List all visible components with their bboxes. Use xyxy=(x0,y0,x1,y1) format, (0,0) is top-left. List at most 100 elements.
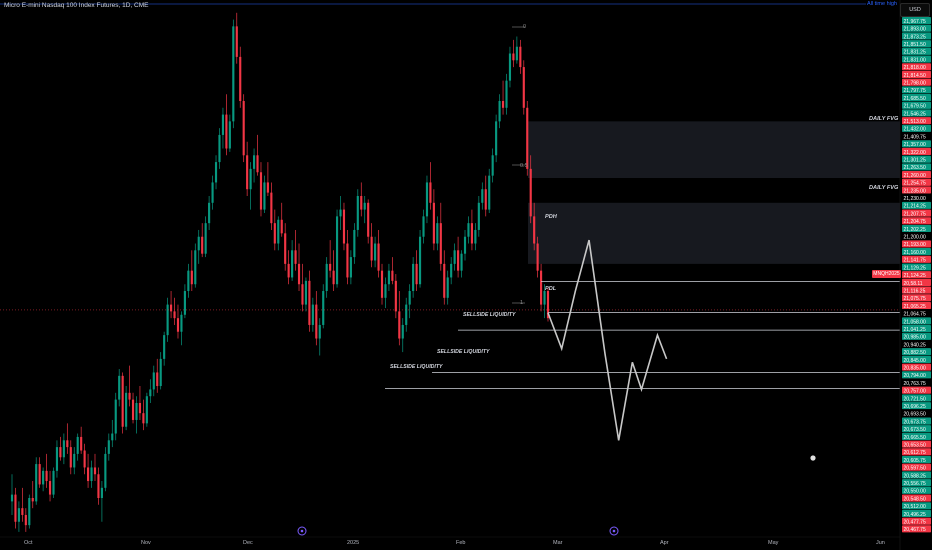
price-tick-label: 20,673.50 xyxy=(902,425,931,433)
fib-level-0: 0 xyxy=(523,24,526,30)
symbol-price-tag: MNQH2025 xyxy=(872,270,901,278)
currency-button[interactable]: USD xyxy=(900,3,930,17)
candle xyxy=(28,494,31,529)
candle xyxy=(187,263,190,298)
svg-text:21,818.00: 21,818.00 xyxy=(904,65,926,71)
projection-path[interactable] xyxy=(547,239,668,441)
price-tick-label: 20,673.75 xyxy=(902,417,931,425)
svg-text:21,357.00: 21,357.00 xyxy=(904,142,926,148)
price-tick-label: 21,200.00 xyxy=(902,232,931,241)
event-marker-icon[interactable] xyxy=(297,526,307,536)
svg-text:20,845.00: 20,845.00 xyxy=(904,358,926,364)
price-tick-label: 21,513.00 xyxy=(902,117,931,125)
svg-text:21,967.75: 21,967.75 xyxy=(904,19,926,25)
svg-text:21,207.75: 21,207.75 xyxy=(904,211,926,217)
price-tick-label: 21,204.75 xyxy=(902,217,931,225)
svg-text:20,673.50: 20,673.50 xyxy=(904,427,926,433)
fib-retracement[interactable]: 0 0.5 1 xyxy=(512,24,528,306)
candle xyxy=(142,399,145,431)
price-tick-label: 20,693.50 xyxy=(902,409,931,418)
price-tick-label: 20,548.50 xyxy=(902,494,931,502)
candle xyxy=(415,250,418,292)
pdh-label: PDH xyxy=(545,214,558,220)
candle xyxy=(481,182,484,210)
time-tick-label: Oct xyxy=(24,540,33,546)
candle xyxy=(443,250,446,305)
candle xyxy=(21,487,24,522)
price-tick-label: 20,653.50 xyxy=(902,440,931,448)
candle xyxy=(353,223,356,264)
price-tick-label: 20,605.75 xyxy=(902,455,931,464)
candle xyxy=(484,175,487,217)
candle xyxy=(246,141,249,197)
svg-text:21,685.50: 21,685.50 xyxy=(904,96,926,102)
candle xyxy=(391,257,394,285)
svg-text:20,696.25: 20,696.25 xyxy=(904,404,926,410)
svg-text:21,814.50: 21,814.50 xyxy=(904,73,926,79)
price-tick-label: 21,214.25 xyxy=(902,201,931,210)
cursor-dot xyxy=(810,455,816,461)
candle xyxy=(408,284,411,319)
candle xyxy=(540,263,543,312)
candle xyxy=(204,216,207,258)
candle xyxy=(266,162,269,197)
candle xyxy=(384,277,387,308)
price-tick-label: 20,763.75 xyxy=(902,378,931,387)
fvg-zone-2[interactable] xyxy=(528,202,900,264)
candle xyxy=(418,229,422,288)
candle xyxy=(90,460,93,488)
fvg-zone-1[interactable] xyxy=(528,121,900,179)
candle xyxy=(318,318,321,356)
svg-text:21,124.25: 21,124.25 xyxy=(904,273,926,279)
price-tick-label: 21,254.75 xyxy=(902,178,931,187)
svg-text:21,432.00: 21,432.00 xyxy=(904,127,926,133)
svg-text:21,254.75: 21,254.75 xyxy=(904,181,926,187)
candle xyxy=(107,433,110,461)
candle xyxy=(235,12,238,64)
candle xyxy=(533,202,536,251)
candle xyxy=(145,392,148,427)
candle xyxy=(190,250,193,292)
candle xyxy=(263,175,266,213)
candle xyxy=(546,287,550,322)
candle xyxy=(83,443,86,475)
candle xyxy=(249,162,252,210)
price-tick-label: 21,831.00 xyxy=(902,55,931,63)
price-tick-label: 20,940.25 xyxy=(902,340,931,348)
candle xyxy=(529,155,532,224)
svg-text:21,513.00: 21,513.00 xyxy=(904,119,926,125)
candle xyxy=(304,277,308,312)
candle xyxy=(470,209,473,251)
candle xyxy=(457,236,460,278)
candle xyxy=(111,419,114,448)
event-marker-icon[interactable] xyxy=(609,526,619,536)
svg-text:20,757.00: 20,757.00 xyxy=(904,389,926,395)
svg-text:21,851.50: 21,851.50 xyxy=(904,42,926,48)
price-tick-label: 21,193.00 xyxy=(902,240,931,248)
price-tick-label: 20,794.00 xyxy=(902,371,931,379)
candle xyxy=(35,457,38,505)
price-tick-label: 20,550.00 xyxy=(902,486,931,495)
price-tick-label: 21,432.00 xyxy=(902,124,931,133)
candle xyxy=(180,311,183,346)
price-tick-label: 20,597.50 xyxy=(902,463,931,472)
price-tick-label: 21,357.00 xyxy=(902,140,931,148)
price-tick-label: 20,845.00 xyxy=(902,355,931,364)
candle xyxy=(322,284,325,329)
candle xyxy=(491,148,494,183)
svg-text:20,673.75: 20,673.75 xyxy=(904,419,926,425)
time-axis[interactable]: Oct Nov Dec 2025 Feb Mar Apr May Jun xyxy=(0,538,900,550)
candle xyxy=(176,304,180,339)
candle xyxy=(100,481,103,522)
svg-text:20,556.75: 20,556.75 xyxy=(904,481,926,487)
candle xyxy=(183,284,186,319)
svg-text:21,301.25: 21,301.25 xyxy=(904,158,926,164)
svg-text:21,116.25: 21,116.25 xyxy=(904,288,926,294)
svg-text:21,129.25: 21,129.25 xyxy=(904,265,926,271)
candle xyxy=(55,440,59,478)
candle xyxy=(325,257,328,298)
candle xyxy=(156,358,159,393)
price-tick-label: 20,612.75 xyxy=(902,448,931,456)
